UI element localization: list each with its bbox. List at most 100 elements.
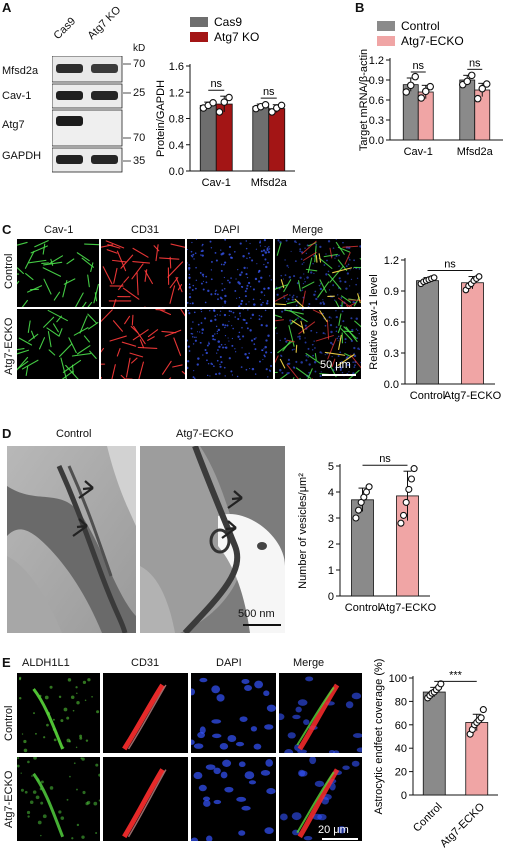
d-em-ecko xyxy=(140,446,285,633)
x-tick-label: Control xyxy=(410,390,445,402)
data-point xyxy=(354,506,363,514)
marker-70-mfsd2a: 70 xyxy=(133,58,146,70)
data-point xyxy=(474,94,482,103)
chart-d-vesicles: 0 1 2 3 4 5 Number of vesicles/μm² ControlAtg7-… xyxy=(297,453,437,614)
c-img-ecko-cd31 xyxy=(101,309,185,379)
significance-label: ns xyxy=(412,60,424,72)
x-tick-label: Cav-1 xyxy=(202,177,231,189)
y-tick-label: 0.3 xyxy=(369,115,384,127)
y-tick-label: 0.3 xyxy=(384,348,399,360)
e-scalebar xyxy=(322,838,358,840)
y-tick-label: 0.6 xyxy=(369,95,384,107)
y-tick-label: 3 xyxy=(328,513,334,525)
data-point xyxy=(410,465,418,473)
data-point xyxy=(215,108,224,116)
y-axis-label: Astrocytic endfeet coverage (%) xyxy=(373,659,385,815)
y-tick-label: 1.2 xyxy=(169,87,184,99)
bar xyxy=(252,106,270,172)
western-blot-image xyxy=(52,56,131,173)
panel-letter-a: A xyxy=(2,0,12,15)
c-col-dapi: DAPI xyxy=(214,224,240,236)
c-col-cav1: Cav-1 xyxy=(44,224,74,236)
panel-letter-b: B xyxy=(355,0,365,15)
data-point xyxy=(468,71,476,80)
marker-70-atg7: 70 xyxy=(133,132,146,144)
chart-c-cav1: 0.0 0.3 0.6 0.9 1.2 Relative cav-1 level Contr… xyxy=(368,255,502,402)
c-scalebar xyxy=(322,374,356,376)
bar xyxy=(459,79,476,141)
data-point xyxy=(405,485,413,493)
x-tick-label: Mfsd2a xyxy=(251,177,288,189)
c-row-ecko: Atg7-ECKO xyxy=(3,317,15,375)
data-point xyxy=(365,483,373,491)
lane-label-cas9: Cas9 xyxy=(51,15,79,42)
d-em-control xyxy=(7,446,136,633)
panel-letter-c: C xyxy=(2,222,12,237)
y-axis-label: Protein/GAPDH xyxy=(155,80,167,157)
data-point xyxy=(220,98,229,106)
legend-swatch xyxy=(190,17,208,27)
data-point xyxy=(422,87,430,96)
e-img-ecko-cd31 xyxy=(103,757,188,841)
significance-label: ns xyxy=(444,259,456,271)
legend-label: Control xyxy=(401,19,440,33)
legend-swatch xyxy=(377,21,395,31)
y-tick-label: 0.8 xyxy=(169,114,184,126)
y-tick-label: 0.0 xyxy=(369,135,384,147)
panel-letter-d: D xyxy=(2,426,12,441)
data-point xyxy=(402,498,410,506)
data-point xyxy=(430,274,438,281)
bar xyxy=(461,282,484,385)
c-col-cd31: CD31 xyxy=(131,224,160,236)
blot-label-mfsd2a: Mfsd2a xyxy=(2,65,39,77)
bar xyxy=(199,104,217,172)
x-tick-label: Atg7-ECKO xyxy=(379,602,437,614)
blot-label-cav1: Cav-1 xyxy=(2,90,32,102)
y-axis-label: Number of vesicles/μm² xyxy=(297,473,309,589)
c-img-ecko-cav1 xyxy=(17,309,99,379)
legend-label: Cas9 xyxy=(214,15,242,29)
y-tick-label: 20 xyxy=(395,767,407,779)
y-tick-label: 2 xyxy=(328,539,334,551)
x-tick-label: Control xyxy=(345,602,380,614)
data-point xyxy=(426,82,435,91)
data-point xyxy=(406,81,415,90)
e-col-merge: Merge xyxy=(293,657,325,669)
data-point xyxy=(277,101,286,110)
data-point xyxy=(478,84,487,93)
y-tick-label: 40 xyxy=(395,743,407,755)
y-axis-label: Target mRNA/β-actin xyxy=(358,49,370,151)
kd-label: kD xyxy=(133,43,146,54)
x-tick-label: Mfsd2a xyxy=(457,146,494,158)
legend-label: Atg7-ECKO xyxy=(401,34,464,48)
x-tick-label: Atg7-ECKO xyxy=(444,390,502,402)
significance-label: ns xyxy=(469,57,481,69)
data-point xyxy=(463,77,472,86)
y-tick-label: 0.6 xyxy=(384,317,399,329)
bar xyxy=(422,691,446,796)
c-img-control-cav1 xyxy=(17,239,99,307)
legend-swatch xyxy=(190,32,208,42)
c-row-control: Control xyxy=(3,253,15,289)
x-tick-label: Cav-1 xyxy=(404,146,433,158)
c-img-ecko-merge xyxy=(275,309,361,379)
marker-25: 25 xyxy=(133,87,146,99)
blot-label-gapdh: GAPDH xyxy=(2,150,42,162)
c-img-control-merge xyxy=(275,239,361,307)
d-scalebar-label: 500 nm xyxy=(238,608,275,620)
data-point xyxy=(225,93,233,102)
bar xyxy=(351,499,374,597)
x-tick-label: Atg7-ECKO xyxy=(438,801,487,850)
significance-label: ns xyxy=(210,78,222,90)
data-point xyxy=(209,99,217,107)
y-tick-label: 1.2 xyxy=(369,55,384,67)
blot-label-atg7: Atg7 xyxy=(2,119,25,131)
e-col-aldh1l1: ALDH1L1 xyxy=(22,657,70,669)
e-scalebar-label: 20 μm xyxy=(318,824,349,836)
c-img-control-cd31 xyxy=(101,239,185,307)
y-tick-label: 4 xyxy=(328,487,334,499)
y-tick-label: 60 xyxy=(395,720,407,732)
